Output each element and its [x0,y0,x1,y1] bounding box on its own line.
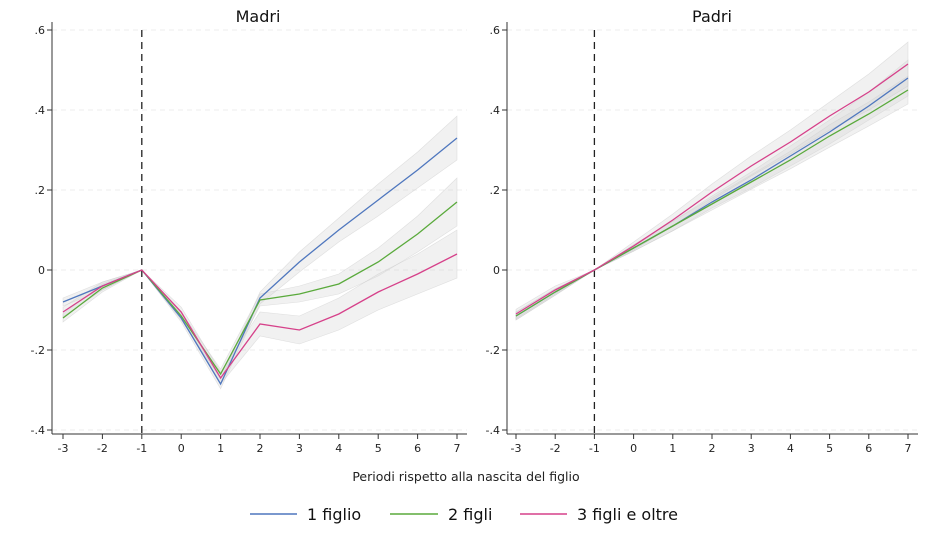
series-line [515,63,909,315]
x-tick-label: -1 [136,442,147,455]
x-tick-label: 5 [375,442,382,455]
x-tick-label: 6 [414,442,421,455]
y-tick-label: 0 [493,264,500,277]
x-tick-label: 6 [865,442,872,455]
x-tick-label: 4 [335,442,342,455]
y-tick-label: -.4 [31,424,45,437]
x-tick-label: 2 [257,442,264,455]
x-tick-label: 5 [826,442,833,455]
legend-label: 3 figli e oltre [577,505,678,524]
panel-title: Madri [236,7,281,26]
x-tick-label: 3 [748,442,755,455]
y-tick-label: 0 [38,264,45,277]
series-line [62,253,458,380]
x-tick-label: 1 [217,442,224,455]
x-axis-label: Periodi rispetto alla nascita del figlio [352,469,579,484]
y-tick-label: .4 [35,104,46,117]
x-tick-label: -3 [58,442,69,455]
panel-padri: .6 .4 .2 0 -.2 -.4 -3 -2 -1 0 1 2 3 4 5 6 7 Padri [486,7,918,455]
x-tick-label: -2 [97,442,108,455]
y-tick-label: .6 [490,24,501,37]
y-tick-label: .2 [35,184,46,197]
y-tick-label: -.2 [486,344,500,357]
confidence-band [62,115,458,390]
y-tick-label: .2 [490,184,501,197]
legend-label: 1 figlio [307,505,361,524]
x-tick-label: 7 [454,442,461,455]
x-tick-label: -1 [589,442,600,455]
confidence-band [515,41,909,320]
legend-item: 3 figli e oltre [520,505,678,524]
y-tick-label: -.4 [486,424,500,437]
x-tick-label: 2 [709,442,716,455]
panel-title: Padri [692,7,732,26]
y-tick-label: .6 [35,24,46,37]
legend-label: 2 figli [448,505,492,524]
x-tick-label: 7 [905,442,912,455]
x-tick-label: 3 [296,442,303,455]
y-tick-label: -.2 [31,344,45,357]
x-tick-label: 1 [669,442,676,455]
x-tick-label: 0 [178,442,185,455]
legend-item: 1 figlio [250,505,361,524]
x-tick-label: 0 [630,442,637,455]
panel-madri: .6 .4 .2 0 -.2 -.4 -3 -2 -1 0 1 2 3 4 5 6 7 Madri [31,7,467,455]
x-tick-label: -3 [511,442,522,455]
x-tick-label: 4 [787,442,794,455]
legend: 1 figlio 2 figli 3 figli e oltre [250,505,678,524]
legend-item: 2 figli [390,505,492,524]
panels: .6 .4 .2 0 -.2 -.4 -3 -2 -1 0 1 2 3 4 5 6 7 Madri .6 .4 .2 0 -… [31,7,918,455]
x-tick-label: -2 [550,442,561,455]
y-tick-label: .4 [490,104,501,117]
